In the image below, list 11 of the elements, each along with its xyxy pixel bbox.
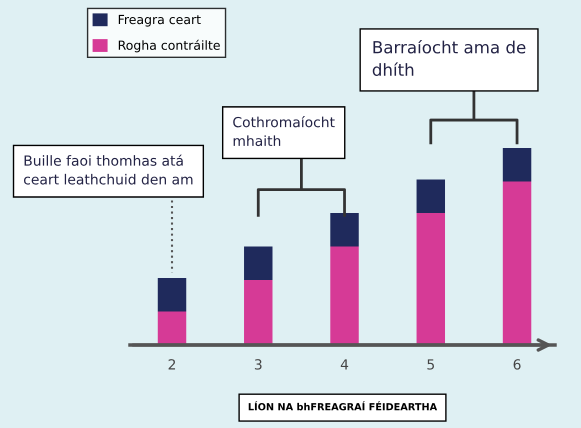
legend-label: Rogha contráilte xyxy=(118,40,220,52)
x-tick-label: 2 xyxy=(168,359,176,370)
x-tick-label: 5 xyxy=(427,359,434,370)
legend-label: Freagra ceart xyxy=(118,14,201,27)
x-axis-title: LÍON NA bhFREAGRAÍ FÉIDEARTHA xyxy=(248,401,438,410)
x-tick-label: 6 xyxy=(514,359,521,370)
text: Barraíocht ama de dhíth xyxy=(372,40,526,76)
annotation: Buille faoi thomhas atá ceart leathchuid den am xyxy=(24,154,192,185)
text: Cothromaíocht mhaith xyxy=(233,116,335,146)
x-tick-label: 3 xyxy=(254,359,262,370)
x-tick-label: 4 xyxy=(340,359,348,370)
